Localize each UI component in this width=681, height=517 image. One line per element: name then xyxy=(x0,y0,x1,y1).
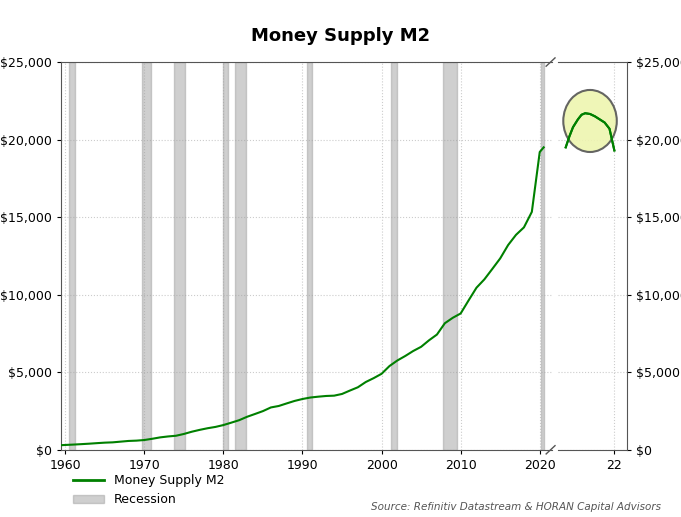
Ellipse shape xyxy=(563,90,617,152)
Text: Money Supply M2: Money Supply M2 xyxy=(251,27,430,45)
Bar xyxy=(235,62,247,450)
Legend: Money Supply M2, Recession: Money Supply M2, Recession xyxy=(67,469,229,511)
Text: Source: Refinitiv Datastream & HORAN Capital Advisors: Source: Refinitiv Datastream & HORAN Cap… xyxy=(370,502,661,512)
Bar xyxy=(69,62,75,450)
Bar xyxy=(307,62,312,450)
Bar xyxy=(443,62,457,450)
Bar xyxy=(391,62,396,450)
Bar xyxy=(541,62,543,450)
Bar xyxy=(174,62,185,450)
Bar xyxy=(223,62,228,450)
Bar xyxy=(142,62,151,450)
